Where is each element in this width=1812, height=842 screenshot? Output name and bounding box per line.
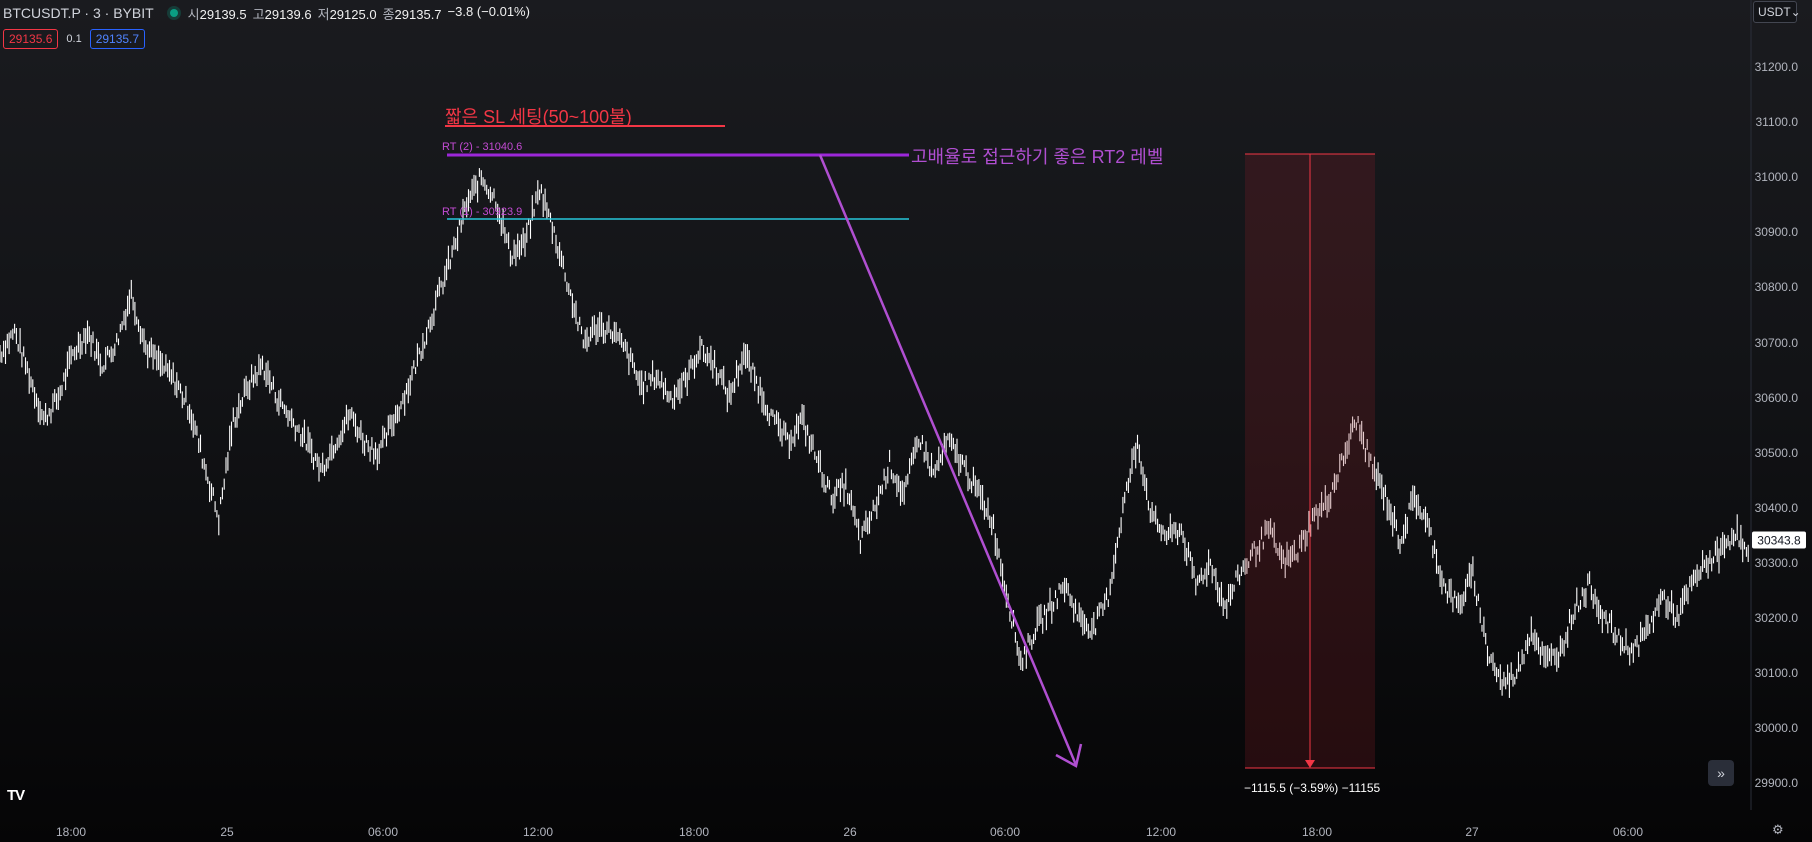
price-tick-label: 30800.0 bbox=[1754, 280, 1798, 295]
rt2-annotation-text[interactable]: 고배율로 접근하기 좋은 RT2 레벨 bbox=[911, 147, 1164, 167]
price-tick-label: 29900.0 bbox=[1754, 776, 1798, 791]
sell-price-button[interactable]: 29135.6 bbox=[3, 29, 59, 49]
time-tick-label: 12:00 bbox=[522, 825, 554, 839]
price-tick-label: 31100.0 bbox=[1755, 115, 1799, 130]
change-value: −3.8 (−0.01%) bbox=[447, 3, 530, 19]
bid-ask-row: 29135.6 0.1 29135.7 bbox=[3, 29, 146, 49]
measure-arrowhead bbox=[1305, 760, 1315, 768]
price-tick-label: 31200.0 bbox=[1754, 60, 1798, 74]
close-label: 종 bbox=[382, 6, 395, 22]
time-tick-label: 12:00 bbox=[1145, 825, 1177, 839]
high-value: 29139.6 bbox=[264, 6, 312, 22]
rt2-level-label: RT (2) - 31040.6 bbox=[442, 141, 523, 153]
candle-series bbox=[0, 168, 1749, 698]
currency-label: USDT bbox=[1758, 5, 1791, 19]
gear-icon[interactable]: ⚙ bbox=[1772, 822, 1784, 837]
price-tick-label: 30300.0 bbox=[1754, 555, 1798, 570]
double-chevron-right-icon: » bbox=[1717, 765, 1725, 781]
open-label: 시 bbox=[187, 6, 200, 22]
time-tick-label: 18:00 bbox=[55, 825, 87, 839]
high-label: 고 bbox=[252, 6, 265, 22]
buy-price-button[interactable]: 29135.7 bbox=[89, 29, 146, 49]
time-tick-label: 06:00 bbox=[367, 825, 399, 839]
time-tick-label: 18:00 bbox=[1301, 825, 1333, 839]
last-price-badge: 30343.8 bbox=[1752, 531, 1806, 549]
price-tick-label: 30600.0 bbox=[1754, 390, 1798, 405]
time-tick-label: 27 bbox=[1465, 825, 1479, 839]
ohlc-values: 시29139.5 고29139.6 저29125.0 종29135.7 −3.8… bbox=[188, 4, 530, 23]
chevron-down-icon: ⌄ bbox=[1790, 5, 1801, 19]
price-tick-label: 30500.0 bbox=[1754, 445, 1798, 460]
chart-legend: BTCUSDT.P · 3 · BYBIT 시29139.5 고29139.6 … bbox=[3, 4, 530, 22]
time-tick-label: 06:00 bbox=[1612, 825, 1644, 839]
low-value: 29125.0 bbox=[329, 6, 377, 22]
price-tick-label: 30900.0 bbox=[1754, 225, 1798, 240]
time-tick-label: 18:00 bbox=[678, 825, 710, 839]
sl-annotation-text[interactable]: 짧은 SL 세팅(50~100불) bbox=[445, 107, 632, 127]
price-tick-label: 31000.0 bbox=[1754, 170, 1798, 185]
open-value: 29139.5 bbox=[199, 6, 247, 22]
time-tick-label: 06:00 bbox=[989, 825, 1021, 839]
rt1-level-label: RT (1) - 30923.9 bbox=[442, 206, 523, 218]
market-status-icon bbox=[169, 9, 178, 17]
price-tick-label: 30700.0 bbox=[1754, 335, 1798, 350]
close-value: 29135.7 bbox=[394, 6, 442, 22]
measure-label: −1115.5 (−3.59%) −11155 bbox=[1244, 781, 1381, 795]
price-tick-label: 30400.0 bbox=[1754, 500, 1798, 515]
time-tick-label: 25 bbox=[220, 825, 234, 839]
time-tick-label: 26 bbox=[843, 825, 857, 839]
price-tick-label: 30000.0 bbox=[1754, 721, 1798, 736]
symbol-title[interactable]: BTCUSDT.P · 3 · BYBIT bbox=[3, 5, 154, 21]
currency-selector[interactable]: USDT ⌄ bbox=[1753, 1, 1801, 23]
spread-value: 0.1 bbox=[66, 33, 82, 45]
scroll-to-realtime-button[interactable]: » bbox=[1708, 760, 1734, 786]
price-chart-plot[interactable] bbox=[0, 0, 1752, 810]
price-tick-label: 30100.0 bbox=[1754, 666, 1798, 681]
trend-arrow[interactable] bbox=[818, 154, 1078, 766]
trend-arrowhead bbox=[1055, 743, 1083, 768]
low-label: 저 bbox=[317, 6, 330, 22]
price-tick-label: 30200.0 bbox=[1754, 611, 1798, 625]
tradingview-logo[interactable]: TV bbox=[7, 787, 25, 804]
